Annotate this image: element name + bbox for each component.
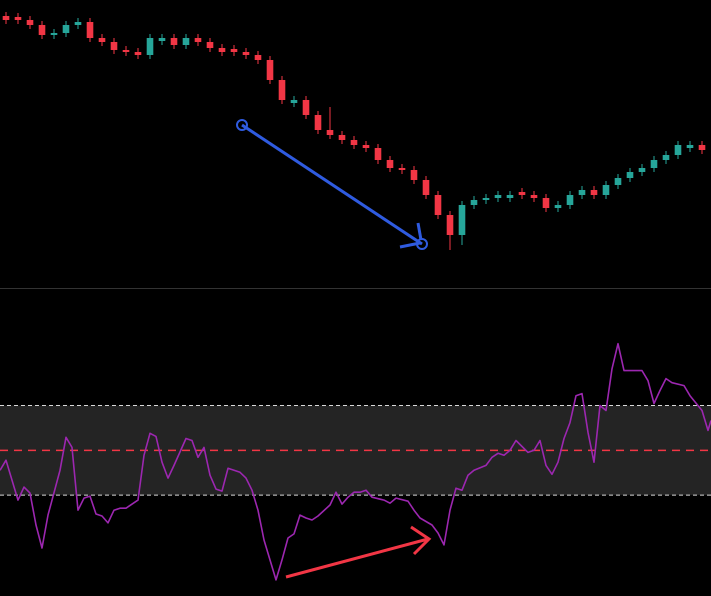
candle-body: [38, 25, 46, 35]
candle-body: [530, 195, 538, 198]
candle-body: [542, 198, 550, 208]
candle-body: [134, 52, 142, 55]
candle-body: [326, 130, 334, 135]
candle-body: [350, 140, 358, 145]
candle-body: [494, 195, 502, 198]
candle-body: [314, 115, 322, 130]
candle-body: [686, 145, 694, 148]
candle-body: [626, 172, 634, 178]
candle-body: [62, 25, 70, 33]
anchor-point: [416, 238, 428, 250]
candle-body: [338, 135, 346, 140]
oscillator-pane: [0, 342, 711, 581]
candle-body: [386, 160, 394, 168]
candle-body: [302, 100, 310, 115]
candle-body: [218, 48, 226, 52]
oscillator-line: [0, 342, 711, 581]
candle-body: [554, 205, 562, 208]
candle-body: [578, 190, 586, 195]
divergence-drawing: [285, 525, 432, 579]
trend-drawing: [236, 119, 428, 250]
arrow-head: [416, 222, 423, 241]
candle-body: [170, 38, 178, 45]
candle-body: [698, 145, 706, 150]
candle-body: [266, 60, 274, 80]
candle-body: [638, 168, 646, 172]
candle-body: [182, 38, 190, 45]
candle-body: [110, 42, 118, 50]
candle-body: [410, 170, 418, 180]
candle-body: [590, 190, 598, 195]
candle-body: [674, 145, 682, 155]
candle-body: [146, 38, 154, 55]
candle-body: [614, 178, 622, 185]
candle-body: [650, 160, 658, 168]
candle-body: [254, 55, 262, 60]
candle-body: [242, 52, 250, 55]
candle-body: [206, 42, 214, 48]
divergence-line: [285, 537, 429, 579]
candle-body: [86, 22, 94, 38]
candle-body: [470, 200, 478, 205]
candle-body: [434, 195, 442, 215]
candle-body: [2, 16, 10, 20]
candle-body: [14, 17, 22, 20]
candle-body: [398, 168, 406, 170]
candle-body: [374, 148, 382, 160]
price-pane: [2, 12, 706, 250]
candle-body: [662, 155, 670, 160]
candle-body: [122, 50, 130, 52]
candle-body: [566, 195, 574, 205]
candle-body: [482, 198, 490, 200]
candle-body: [446, 215, 454, 235]
candle-body: [194, 38, 202, 42]
candle-body: [602, 185, 610, 195]
candle-body: [50, 33, 58, 35]
candle-body: [458, 205, 466, 235]
candle-body: [74, 22, 82, 25]
candle-body: [158, 38, 166, 41]
candle-body: [278, 80, 286, 100]
candle-body: [230, 49, 238, 52]
trend-line: [241, 123, 423, 246]
candle-body: [362, 145, 370, 148]
candle-body: [506, 195, 514, 198]
candle-body: [290, 100, 298, 103]
candle-body: [518, 192, 526, 195]
candle-body: [422, 180, 430, 195]
arrow-head: [410, 525, 432, 556]
candle-body: [26, 20, 34, 25]
candle-body: [98, 38, 106, 42]
anchor-point: [236, 119, 248, 131]
